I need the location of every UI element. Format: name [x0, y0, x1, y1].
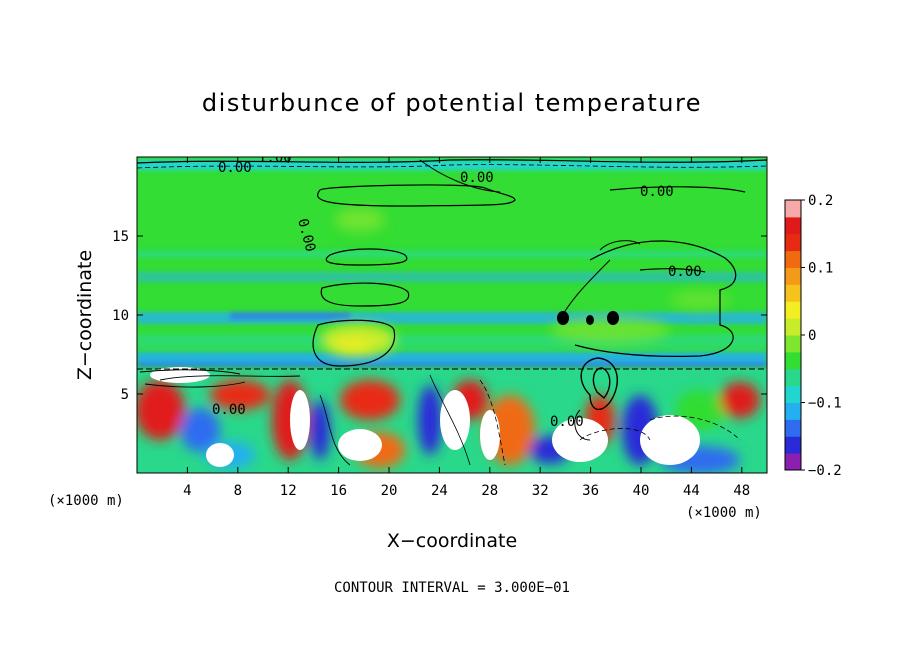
- x-tick-label: 48: [733, 483, 750, 499]
- colorbar-swatch: [785, 351, 801, 370]
- colorbar-swatch: [785, 284, 801, 302]
- x-tick-label: 28: [481, 483, 498, 499]
- colorbar-swatch: [785, 436, 801, 454]
- x-tick-label: 44: [683, 483, 700, 499]
- colorbar-swatch: [785, 216, 801, 235]
- colorbar-swatch: [785, 200, 801, 218]
- colorbar-swatch: [785, 385, 801, 403]
- contour-label: 0.00: [550, 414, 584, 430]
- contour-label: 0.00: [460, 170, 494, 186]
- x-tick-label: 20: [381, 483, 398, 499]
- x-axis-unit-left: (×1000 m): [48, 493, 124, 509]
- colorbar-swatch: [785, 301, 801, 319]
- x-tick-label: 40: [633, 483, 650, 499]
- contour-label: 0.00: [668, 264, 702, 280]
- x-tick-label: 16: [330, 483, 347, 499]
- contour-label: 1.00: [258, 150, 292, 166]
- colorbar-swatch: [785, 267, 801, 285]
- temperature-field: 0.00 0.00 0.00 0.00 0.00 0.00 0.00 1.00: [137, 150, 767, 473]
- x-axis-label: X−coordinate: [387, 530, 517, 552]
- colorbar-tick-label: 0.2: [808, 193, 833, 209]
- colorbar-swatch: [785, 453, 801, 471]
- colorbar-swatch: [785, 419, 801, 437]
- x-tick-label: 4: [183, 483, 191, 499]
- colorbar: 0.2 0.1 0 −0.1 −0.2: [784, 193, 842, 479]
- chart-title: disturbunce of potential temperature: [202, 89, 702, 117]
- contour-label: 0.00: [212, 402, 246, 418]
- colorbar-swatch: [785, 368, 801, 387]
- contour-label: 0.00: [218, 160, 252, 176]
- y-tick-label: 10: [112, 308, 129, 324]
- colorbar-tick-label: 0: [808, 328, 816, 344]
- x-tick-label: 12: [280, 483, 297, 499]
- y-axis-label: Z−coordinate: [74, 250, 96, 380]
- colorbar-tick-label: −0.1: [808, 396, 842, 412]
- colorbar-swatch: [785, 335, 801, 353]
- contour-interval-note: CONTOUR INTERVAL = 3.000E−01: [334, 580, 570, 596]
- colorbar-swatch: [785, 402, 801, 420]
- upper-layer-blobs: [320, 208, 730, 356]
- x-axis: 4 8 12 16 20 24 28 32 36 40 44 48: [183, 157, 750, 499]
- colorbar-tick-label: 0.1: [808, 261, 833, 277]
- colorbar-tick-label: −0.2: [808, 463, 842, 479]
- colorbar-swatch: [785, 318, 801, 336]
- y-tick-label: 5: [121, 387, 129, 403]
- y-axis: 5 10 15: [112, 229, 767, 403]
- x-tick-label: 32: [532, 483, 549, 499]
- colorbar-swatch: [785, 233, 801, 252]
- contour-dark-spots: [557, 311, 619, 325]
- x-tick-label: 24: [431, 483, 448, 499]
- x-tick-label: 8: [234, 483, 242, 499]
- contour-lines: [137, 159, 767, 466]
- white-patches: [150, 367, 700, 467]
- x-axis-unit-right: (×1000 m): [686, 505, 762, 521]
- y-tick-label: 15: [112, 229, 129, 245]
- contour-label: 0.00: [640, 184, 674, 200]
- x-tick-label: 36: [582, 483, 599, 499]
- colorbar-swatch: [785, 250, 801, 268]
